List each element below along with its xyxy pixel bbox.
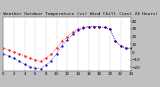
Title: Milwaukee Weather Outdoor Temperature (vs) Wind Chill (Last 24 Hours): Milwaukee Weather Outdoor Temperature (v… [0, 12, 158, 16]
